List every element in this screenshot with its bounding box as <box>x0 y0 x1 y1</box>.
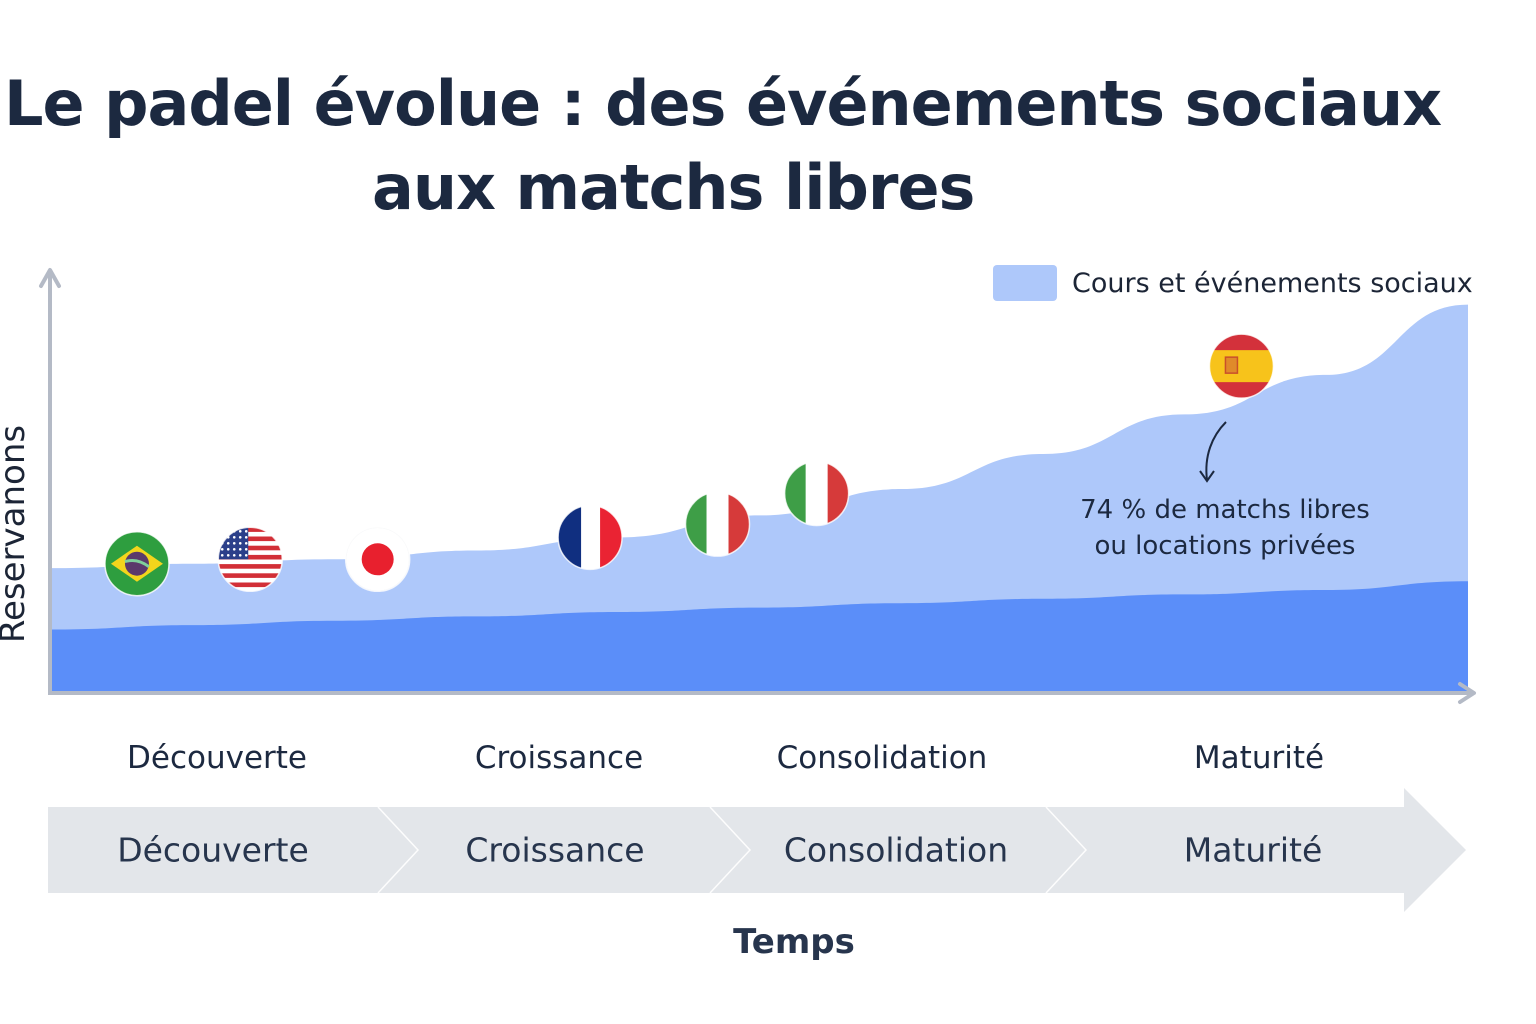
flag-markers <box>104 333 1275 597</box>
chart-title: Le padel évolue : des événements sociaux… <box>0 62 1460 230</box>
flag-japan-icon <box>344 526 411 593</box>
y-axis-label: Reservanons <box>0 424 33 644</box>
area-social-events-series <box>52 304 1468 691</box>
phase-bar-discovery: Découverte <box>117 830 309 870</box>
flag-spain-icon <box>1208 333 1275 399</box>
phase-label-growth: Croissance <box>474 740 644 776</box>
phase-label-maturity: Maturité <box>1193 740 1325 776</box>
area-base-series <box>52 581 1468 691</box>
y-axis-arrow-icon <box>39 268 61 288</box>
annotation-text: 74 % de matchs libres ou locations privé… <box>1070 492 1380 564</box>
flag-italy-icon <box>684 491 751 557</box>
x-axis <box>48 682 1476 704</box>
annotation-line2: ou locations privées <box>1094 531 1356 561</box>
y-axis <box>39 268 61 693</box>
annotation-arrow-icon <box>1205 421 1227 481</box>
flag-italy-icon <box>783 460 850 527</box>
phase-bar-growth: Croissance <box>465 830 645 870</box>
legend-label: Cours et événements sociaux <box>1072 267 1473 299</box>
flag-brazil-icon <box>104 530 170 597</box>
legend: Cours et événements sociaux <box>993 265 1473 301</box>
flag-france-icon <box>557 504 623 571</box>
phase-label-consolidation: Consolidation <box>776 740 988 776</box>
chart-title-line2: aux matchs libres <box>372 151 975 224</box>
x-axis-label: Temps <box>733 922 855 962</box>
chart-title-line1: Le padel évolue : des événements sociaux <box>4 67 1442 140</box>
phase-bar-consolidation: Consolidation <box>783 830 1009 870</box>
chart-areas <box>52 304 1468 691</box>
phase-label-discovery: Découverte <box>127 740 307 776</box>
flag-usa-icon <box>217 526 283 593</box>
annotation-line1: 74 % de matchs libres <box>1080 495 1370 525</box>
legend-swatch <box>993 265 1057 301</box>
phase-timeline-bar <box>48 788 1466 912</box>
x-axis-arrow-icon <box>1458 682 1476 704</box>
phase-bar-maturity: Maturité <box>1183 830 1323 870</box>
